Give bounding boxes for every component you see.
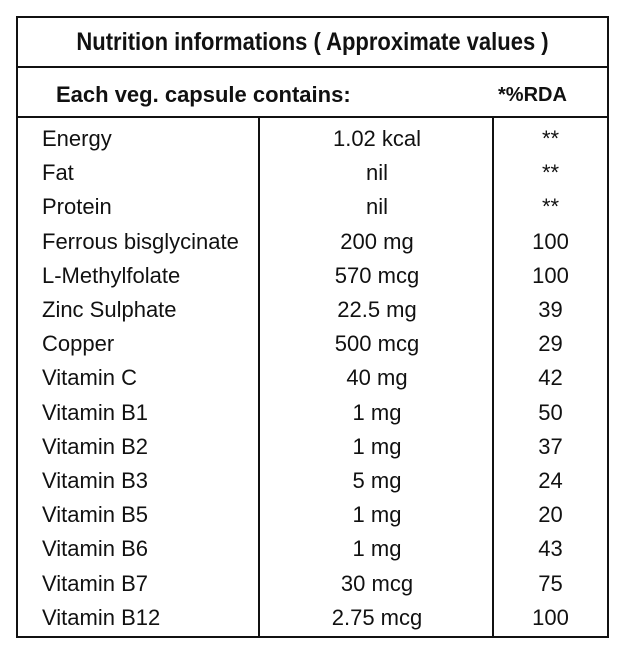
header-divider: [18, 116, 607, 118]
nutrient-name: Energy: [42, 126, 112, 152]
header-contents-label: Each veg. capsule contains:: [56, 82, 351, 107]
nutrient-rda: 100: [532, 604, 569, 630]
nutrient-amount: 1 mg: [352, 433, 402, 459]
nutrient-amount: 1 mg: [352, 399, 402, 425]
nutrient-name: Vitamin B1: [42, 399, 148, 425]
nutrient-name: Copper: [42, 331, 115, 357]
nutrient-amount: 30 mcg: [340, 570, 414, 596]
table-row: Vitamin C 40 mg 42: [18, 361, 607, 395]
nutrient-rda: 29: [538, 331, 563, 357]
table-row: Vitamin B12 2.75 mcg 100: [18, 601, 607, 635]
nutrient-amount: 1 mg: [352, 536, 402, 562]
header-rda-label: *%RDA: [498, 83, 567, 106]
nutrient-rda: 24: [538, 467, 563, 493]
nutrient-name: L-Methylfolate: [42, 262, 181, 288]
nutrient-name: Vitamin B5: [42, 502, 148, 528]
table-row: Vitamin B5 1 mg 20: [18, 498, 607, 532]
nutrient-amount: 200 mg: [340, 228, 414, 254]
nutrient-amount: nil: [365, 160, 388, 186]
table-row: Energy 1.02 kcal **: [18, 122, 607, 156]
table-row: Vitamin B6 1 mg 43: [18, 532, 607, 566]
table-row: Vitamin B7 30 mcg 75: [18, 566, 607, 600]
nutrient-rda: 50: [538, 399, 563, 425]
nutrient-rda: 37: [538, 433, 563, 459]
nutrient-name: Protein: [42, 194, 112, 220]
column-divider-right: [492, 118, 494, 636]
nutrient-rda: **: [541, 194, 560, 220]
nutrient-amount: 500 mcg: [334, 331, 420, 357]
table-row: Fat nil **: [18, 156, 607, 190]
nutrient-amount: 1.02 kcal: [332, 126, 422, 152]
table-title: Nutrition informations ( Approximate val…: [76, 27, 549, 56]
nutrient-name: Vitamin B6: [42, 536, 148, 562]
nutrient-amount: 5 mg: [352, 467, 402, 493]
nutrient-amount: 570 mcg: [334, 262, 420, 288]
nutrient-rda: 43: [538, 536, 563, 562]
table-row: Vitamin B1 1 mg 50: [18, 396, 607, 430]
nutrient-rda: 39: [538, 297, 563, 323]
table-row: Vitamin B3 5 mg 24: [18, 464, 607, 498]
nutrient-rda: 75: [538, 570, 563, 596]
table-row: Ferrous bisglycinate 200 mg 100: [18, 225, 607, 259]
nutrient-amount: 1 mg: [352, 502, 402, 528]
table-row: Copper 500 mcg 29: [18, 327, 607, 361]
nutrient-rda: 42: [538, 365, 563, 391]
title-divider: [18, 66, 607, 68]
nutrient-name: Vitamin B2: [42, 433, 148, 459]
table-row: Vitamin B2 1 mg 37: [18, 430, 607, 464]
nutrient-name: Fat: [42, 160, 74, 186]
table-body: Energy 1.02 kcal ** Fat nil ** Protein n…: [18, 122, 607, 635]
nutrient-amount: 2.75 mcg: [331, 604, 423, 630]
nutrient-name: Ferrous bisglycinate: [42, 228, 239, 254]
nutrient-name: Zinc Sulphate: [42, 297, 177, 323]
nutrient-rda: **: [541, 160, 560, 186]
nutrient-rda: 100: [532, 262, 569, 288]
nutrient-rda: **: [541, 126, 560, 152]
nutrient-name: Vitamin B12: [42, 604, 161, 630]
nutrient-amount: nil: [365, 194, 388, 220]
nutrient-amount: 40 mg: [346, 365, 408, 391]
nutrient-name: Vitamin B7: [42, 570, 148, 596]
nutrient-name: Vitamin B3: [42, 467, 148, 493]
nutrient-rda: 100: [532, 228, 569, 254]
nutrient-amount: 22.5 mg: [337, 297, 417, 323]
nutrient-name: Vitamin C: [42, 365, 137, 391]
nutrition-table: Nutrition informations ( Approximate val…: [16, 16, 609, 638]
table-row: Protein nil **: [18, 190, 607, 224]
table-row: L-Methylfolate 570 mcg 100: [18, 259, 607, 293]
table-row: Zinc Sulphate 22.5 mg 39: [18, 293, 607, 327]
column-divider-left: [258, 118, 260, 636]
nutrient-rda: 20: [538, 502, 563, 528]
